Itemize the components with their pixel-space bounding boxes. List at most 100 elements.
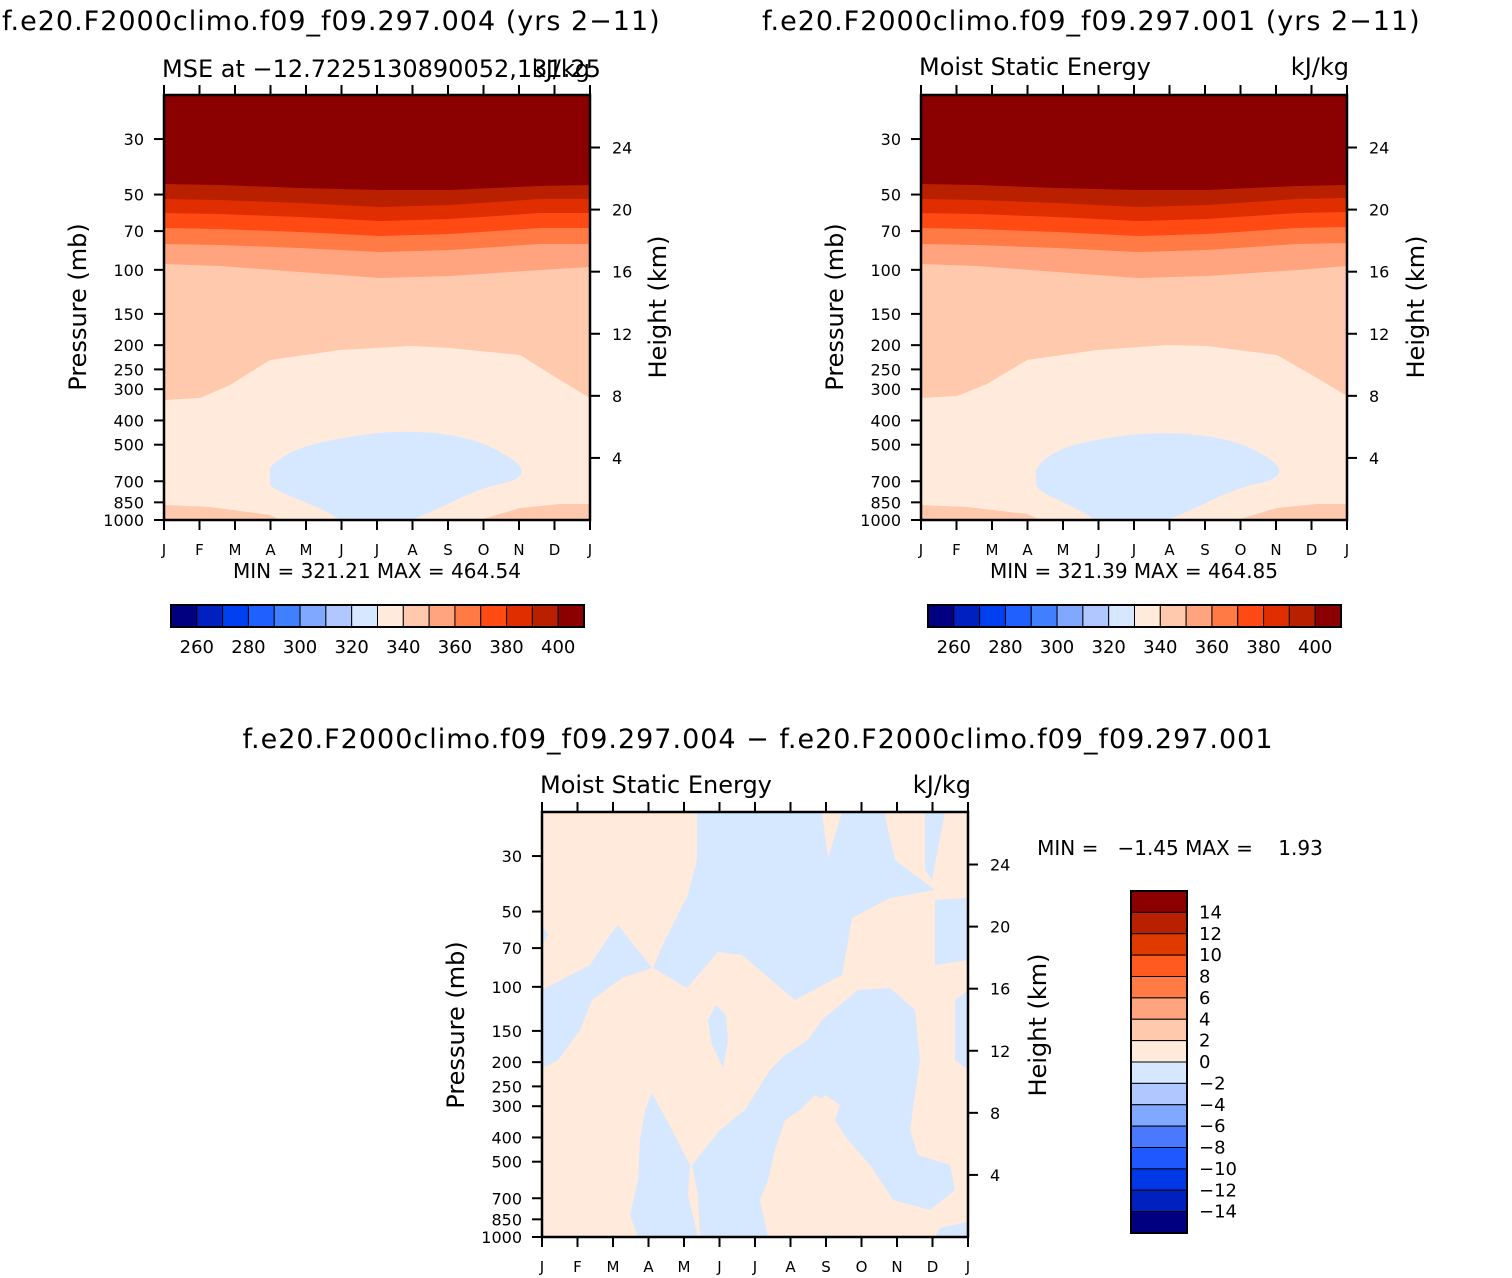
contour-band-neg-left-upper	[542, 925, 548, 945]
y-tick-label: 50	[502, 903, 522, 922]
y-tick-label: 200	[491, 1053, 522, 1072]
x-tick-label: M	[678, 1258, 691, 1276]
colorbar-swatch	[1130, 1125, 1188, 1148]
x-tick-label: F	[195, 541, 204, 559]
y-tick-label: 500	[870, 436, 901, 455]
x-tick-label: M	[607, 1258, 620, 1276]
x-tick-label: D	[927, 1258, 939, 1276]
colorbar-label: 14	[1199, 902, 1222, 923]
colorbar-label: −2	[1199, 1073, 1226, 1094]
colorbar-swatch	[557, 604, 585, 628]
colorbar-swatch	[1004, 604, 1032, 628]
y-tick-label: 50	[124, 186, 144, 205]
colorbar-swatch	[979, 604, 1006, 628]
y-tick-label-right: 16	[612, 263, 632, 282]
x-tick-label: N	[891, 1258, 902, 1276]
colorbar-swatch	[531, 604, 559, 628]
x-tick-label: N	[1270, 541, 1281, 559]
colorbar-label: 4	[1199, 1009, 1210, 1030]
colorbar-swatch	[1130, 1061, 1188, 1084]
y-tick-label: 500	[113, 436, 144, 455]
y-tick-label: 30	[502, 847, 522, 866]
y-tick-label-right: 24	[612, 139, 632, 158]
colorbar-swatch	[1130, 1211, 1188, 1234]
colorbar-label: 12	[1199, 924, 1222, 945]
contour-field	[921, 95, 1347, 520]
colorbar-swatch	[1134, 604, 1161, 628]
subtitle-right: kJ/kg	[913, 771, 971, 799]
colorbar: 260 280 300 320 340 360 380 400	[927, 604, 1342, 658]
panel-title: f.e20.F2000climo.f09_f09.297.001 (yrs 2−…	[762, 6, 1421, 37]
y-tick-label: 400	[870, 411, 901, 430]
y-tick-label: 70	[124, 222, 144, 241]
colorbar-swatch	[351, 604, 378, 628]
y-tick-label-right: 4	[1369, 449, 1379, 468]
colorbar-label: 380	[1246, 637, 1280, 658]
contour-band-350-bottom-right	[1237, 504, 1347, 520]
y-tick-label-right: 20	[1369, 201, 1389, 220]
x-tick-label: J	[539, 1258, 544, 1276]
y-axis-label-right: Height (km)	[1402, 236, 1430, 379]
contour-band-neg-bottom-right	[692, 988, 955, 1237]
colorbar-label: 6	[1199, 988, 1210, 1009]
y-tick-label-right: 12	[1369, 325, 1389, 344]
contour-band-330	[1036, 433, 1280, 520]
x-tick-label: A	[407, 541, 418, 559]
colorbar-frame	[927, 604, 1342, 628]
colorbar-label: 360	[438, 637, 472, 658]
colorbar-swatch	[454, 604, 482, 628]
colorbar-swatch	[1237, 604, 1265, 628]
y-tick-label-right: 12	[990, 1042, 1010, 1061]
x-tick-label: M	[229, 541, 242, 559]
colorbar-swatch	[377, 604, 404, 628]
colorbar-swatch	[1130, 976, 1188, 999]
y-tick-label-right: 24	[1369, 139, 1389, 158]
x-tick-label: A	[643, 1258, 654, 1276]
colorbar-swatch	[247, 604, 275, 628]
colorbar-label: −4	[1199, 1095, 1226, 1116]
colorbar-frame	[170, 604, 585, 628]
colorbar-swatch	[1130, 1189, 1188, 1213]
x-tick-label: A	[265, 541, 276, 559]
x-tick-label: A	[1022, 541, 1033, 559]
x-tick-label: M	[1057, 541, 1070, 559]
y-tick-label-right: 16	[990, 980, 1010, 999]
x-tick-label: J	[338, 541, 343, 559]
colorbar-swatch	[1185, 604, 1213, 628]
colorbar-swatch	[196, 604, 224, 628]
colorbar-label: 280	[988, 637, 1022, 658]
x-tick-label: S	[443, 541, 453, 559]
colorbar-label: 340	[386, 637, 420, 658]
colorbar-swatch	[273, 604, 301, 628]
y-tick-label-right: 20	[612, 201, 632, 220]
subtitle-right: kJ/kg	[1291, 53, 1349, 81]
colorbar-label: −14	[1199, 1202, 1237, 1223]
y-tick-label: 70	[502, 939, 522, 958]
contour-band-neg-top-right	[925, 812, 945, 880]
subtitle-right: kJ/kg	[532, 55, 590, 83]
x-tick-label: A	[785, 1258, 796, 1276]
y-axis-label-right: Height (km)	[1024, 954, 1052, 1097]
colorbar-swatch	[480, 604, 508, 628]
contour-band-400	[921, 95, 1347, 190]
colorbar-swatch	[1130, 1082, 1188, 1106]
panel-title: f.e20.F2000climo.f09_f09.297.004 − f.e20…	[242, 724, 1273, 755]
x-tick-label: F	[573, 1258, 582, 1276]
x-tick-label: J	[587, 541, 592, 559]
colorbar-swatch	[402, 604, 430, 628]
y-tick-label: 250	[870, 360, 901, 379]
subtitle-left: MSE at −12.7225130890052,131.25	[162, 55, 601, 83]
min-max-text: MIN = 321.21 MAX = 464.54	[233, 559, 521, 583]
y-tick-label: 700	[491, 1189, 522, 1208]
colorbar-swatch	[1130, 954, 1188, 977]
colorbar-label: 260	[180, 637, 214, 658]
y-tick-label: 200	[870, 336, 901, 355]
y-axis-label-right: Height (km)	[644, 236, 672, 379]
x-tick-label: A	[1164, 541, 1175, 559]
x-tick-label: M	[300, 541, 313, 559]
colorbar-swatch	[506, 604, 533, 628]
colorbar-swatch	[1314, 604, 1342, 628]
x-tick-label: J	[716, 1258, 721, 1276]
